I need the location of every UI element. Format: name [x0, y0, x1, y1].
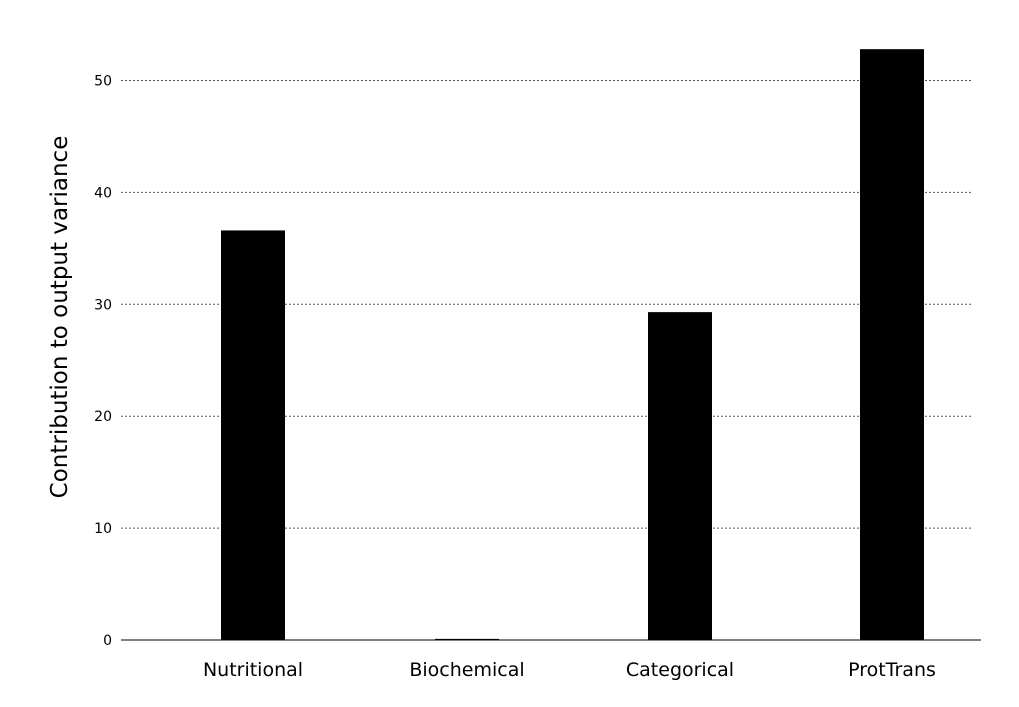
x-tick-label-prottrans: ProtTrans — [848, 659, 936, 681]
y-tick-label: 30 — [94, 297, 112, 313]
y-tick-label: 0 — [103, 633, 112, 649]
bar-nutritional — [221, 230, 285, 641]
x-tick-labels: Nutritional Biochemical Categorical ProtTra… — [203, 659, 936, 681]
y-tick-label: 10 — [94, 521, 112, 537]
x-tick-label-biochemical: Biochemical — [409, 659, 524, 681]
bars — [221, 49, 924, 641]
x-tick-label-nutritional: Nutritional — [203, 659, 303, 681]
bar-categorical — [648, 312, 712, 640]
bar-biochemical — [435, 638, 499, 640]
y-tick-label: 40 — [94, 185, 112, 201]
x-tick-label-categorical: Categorical — [626, 659, 734, 681]
y-tick-label: 50 — [94, 74, 112, 90]
y-tick-labels: 0 10 20 30 40 50 — [94, 74, 112, 650]
y-axis-title: Contribution to output variance — [47, 136, 73, 499]
bar-prottrans — [860, 49, 924, 641]
y-tick-label: 20 — [94, 409, 112, 425]
